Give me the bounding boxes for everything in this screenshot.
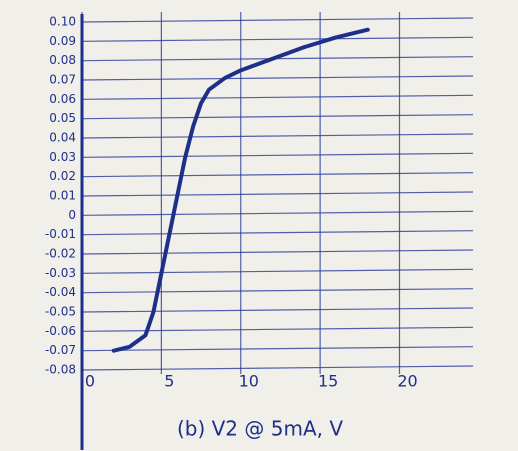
- y-tick-label: 0.05: [49, 111, 76, 125]
- y-tick-label: -0.07: [45, 343, 76, 357]
- y-tick-label: 0.01: [49, 189, 76, 203]
- y-tick-label: 0.04: [49, 131, 76, 145]
- x-tick-label: 0: [85, 372, 95, 391]
- y-tick-label: -0.08: [45, 363, 76, 377]
- y-tick-label: -0.02: [45, 247, 76, 261]
- y-tick-label: 0.08: [49, 53, 76, 67]
- chart: (b) V2 @ 5mA, V 0.10 0.09 0.08 0.07 0.06 0.05…: [0, 0, 518, 451]
- paper: [0, 0, 518, 451]
- y-tick-label: 0.06: [49, 92, 76, 106]
- y-tick-label: 0.07: [49, 73, 76, 87]
- caption: (b) V2 @ 5mA, V: [177, 417, 343, 441]
- y-tick-label: -0.03: [45, 266, 76, 280]
- y-tick-label: 0.02: [49, 169, 76, 183]
- x-tick-label: 5: [164, 372, 174, 391]
- y-tick-label: -0.05: [45, 305, 76, 319]
- x-tick-label: 15: [318, 372, 338, 391]
- y-tick-label: 0.10: [49, 15, 76, 29]
- y-tick-label: 0: [68, 208, 76, 222]
- y-tick-label: 0.03: [49, 150, 76, 164]
- y-tick-label: 0.09: [49, 34, 76, 48]
- y-tick-label: -0.01: [45, 227, 76, 241]
- y-tick-label: -0.04: [45, 285, 76, 299]
- y-tick-label: -0.06: [45, 324, 76, 338]
- x-tick-label: 10: [239, 372, 259, 391]
- x-tick-label: 20: [397, 372, 417, 391]
